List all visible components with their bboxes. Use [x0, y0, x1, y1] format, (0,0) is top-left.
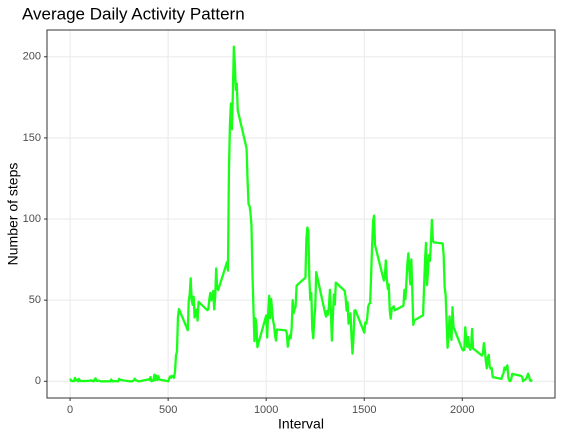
x-axis-label: Interval — [278, 416, 324, 432]
chart-title: Average Daily Activity Pattern — [22, 4, 245, 23]
y-tick-label: 0 — [35, 375, 41, 387]
x-tick-label: 500 — [159, 404, 177, 416]
x-tick-label: 1000 — [254, 404, 278, 416]
y-tick-label: 150 — [23, 132, 41, 144]
y-tick-label: 50 — [29, 294, 41, 306]
y-axis-label: Number of steps — [5, 163, 21, 266]
x-tick-label: 1500 — [352, 404, 376, 416]
panel-border — [46, 29, 556, 399]
x-tick-label: 2000 — [450, 404, 474, 416]
data-line — [69, 45, 533, 383]
y-tick-label: 200 — [23, 51, 41, 63]
y-tick-label: 100 — [23, 213, 41, 225]
x-tick-label: 0 — [67, 404, 73, 416]
